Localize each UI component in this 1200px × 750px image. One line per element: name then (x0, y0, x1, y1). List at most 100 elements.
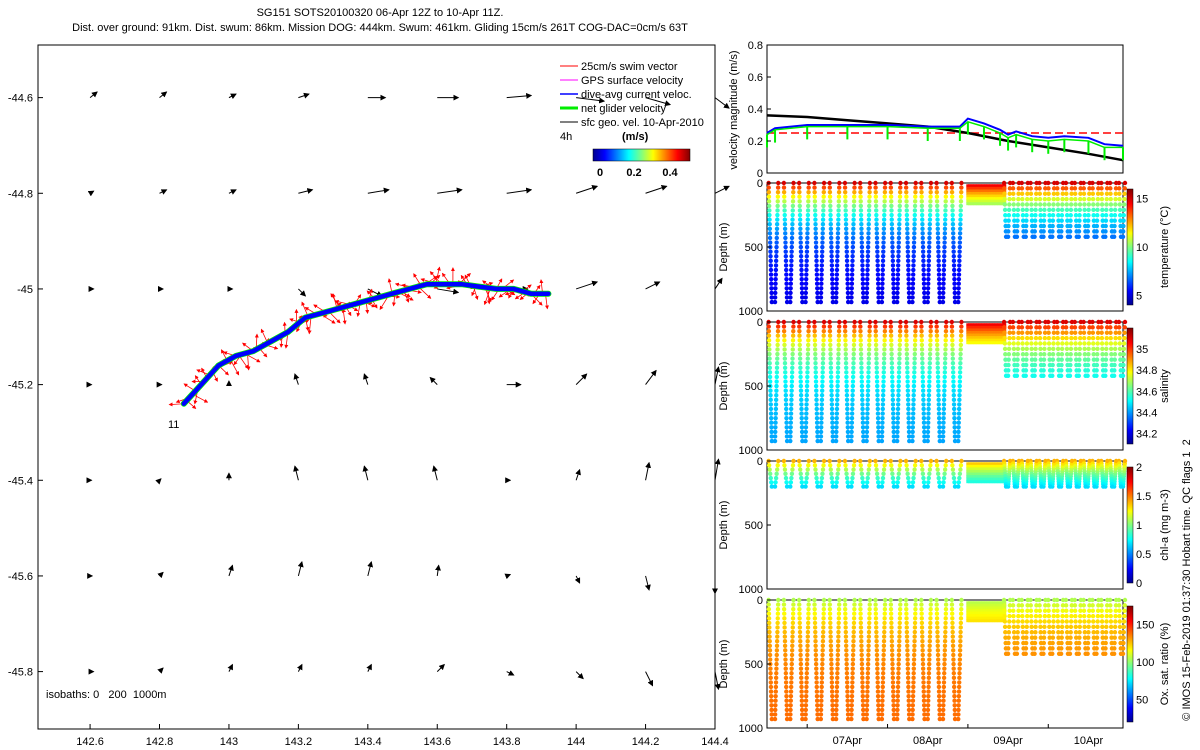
section-sample (985, 323, 989, 327)
section-sample (927, 657, 932, 662)
section-sample (880, 272, 885, 277)
section-sample (880, 671, 886, 676)
section-sample (814, 666, 819, 671)
sfc-velocity-arrow (429, 376, 438, 385)
section-sample (934, 180, 939, 186)
section-sample (1039, 651, 1044, 656)
section-sample (904, 328, 909, 334)
section-sample (819, 415, 824, 421)
section-sample (967, 338, 971, 342)
section-sample (950, 222, 956, 227)
section-sample (882, 342, 887, 348)
section-sample (988, 608, 992, 612)
section-sample (928, 616, 933, 621)
section-sample (969, 191, 973, 195)
section-sample (975, 469, 979, 473)
section-sample (820, 643, 826, 648)
section-sample (1033, 630, 1038, 635)
section-sample (919, 185, 924, 190)
section-sample (935, 240, 941, 245)
section-sample (967, 189, 971, 193)
section-sample (829, 675, 834, 681)
section-sample (1001, 333, 1005, 337)
section-sample (835, 231, 841, 236)
section-sample (1038, 202, 1043, 207)
section-colorbar (1126, 605, 1134, 723)
section-sample (967, 184, 971, 188)
section-sample (906, 276, 911, 282)
section-sample (896, 397, 901, 403)
section-sample (1028, 186, 1033, 191)
section-sample (926, 671, 932, 676)
section-ytick-label: 1000 (739, 584, 763, 596)
section-sample (977, 480, 981, 484)
section-sample (798, 365, 803, 370)
section-sample (935, 634, 940, 639)
section-sample (814, 281, 820, 286)
section-sample (843, 639, 849, 644)
section-sample (1104, 613, 1109, 619)
section-sample (789, 657, 795, 662)
section-sample (990, 611, 994, 615)
section-sample (828, 222, 833, 227)
section-sample (821, 606, 827, 612)
section-sample (1003, 234, 1009, 239)
section-sample (1065, 368, 1070, 373)
section-sample (774, 370, 780, 375)
section-sample (828, 356, 833, 361)
section-sample (998, 186, 1002, 190)
section-sample (920, 383, 926, 389)
section-sample (790, 643, 795, 648)
section-sample (1050, 357, 1056, 362)
section-sample (958, 194, 964, 199)
section-sample (850, 475, 855, 481)
section-sample (836, 634, 841, 639)
sfc-velocity-arrow (293, 373, 300, 385)
section-sample (1091, 218, 1097, 223)
section-sample (1047, 362, 1053, 368)
section-sample (851, 212, 856, 218)
section-sample (912, 370, 917, 375)
section-sample (774, 648, 780, 653)
section-sample (935, 361, 940, 366)
section-sample (819, 254, 825, 259)
section-sample (803, 420, 809, 425)
section-sample (921, 698, 927, 703)
section-sample (882, 194, 887, 199)
section-sample (797, 356, 803, 361)
section-sample (828, 208, 833, 213)
sfc-velocity-arrow (714, 366, 721, 385)
section-sample (950, 194, 955, 199)
section-sample (998, 191, 1002, 195)
section-sample (865, 244, 871, 250)
section-sample (1094, 635, 1100, 640)
section-sample (1078, 325, 1083, 330)
section-sample (988, 191, 992, 195)
section-sample (911, 402, 916, 407)
section-sample (949, 458, 955, 464)
section-sample (1000, 323, 1004, 327)
section-sample (775, 199, 780, 204)
section-sample (1055, 619, 1061, 624)
section-sample (866, 379, 871, 384)
section-sample (1055, 335, 1060, 341)
section-sample (977, 184, 981, 188)
section-sample (1121, 635, 1126, 640)
section-sample (1011, 619, 1016, 624)
section-sample (972, 191, 976, 195)
sfc-velocity-arrow (296, 663, 303, 672)
section-sample (987, 197, 991, 201)
section-sample (1000, 606, 1004, 610)
section-sample (996, 323, 1000, 327)
section-sample (951, 675, 957, 681)
section-sample (797, 342, 802, 348)
section-sample (896, 235, 902, 241)
section-sample (1099, 608, 1104, 613)
section-sample (895, 272, 901, 277)
section-sample (974, 330, 978, 334)
section-sample (927, 652, 932, 658)
section-sample (876, 425, 881, 430)
section-sample (912, 639, 917, 644)
section-sample (936, 388, 941, 393)
section-sample (1019, 603, 1025, 608)
